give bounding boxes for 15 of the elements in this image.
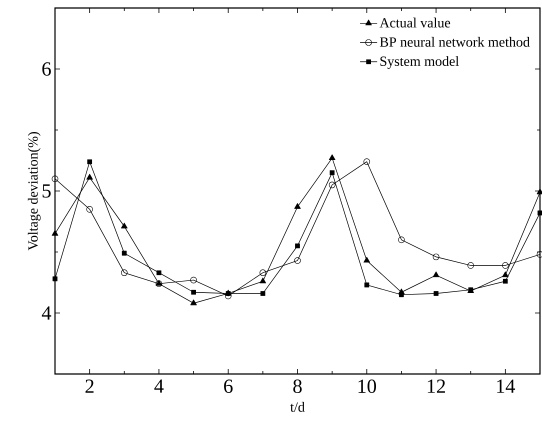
legend-label: BP neural network method — [380, 36, 530, 47]
x-tick-label: 2 — [86, 380, 94, 393]
x-tick-label: 12 — [428, 380, 445, 393]
x-tick-label: 8 — [293, 380, 302, 394]
x-axis-title: t/d — [290, 402, 305, 412]
x-tick-label: 14 — [497, 380, 516, 393]
x-tick-label: 10 — [358, 380, 376, 394]
y-tick-label: 5 — [42, 184, 51, 198]
x-tick-label: 4 — [154, 380, 164, 393]
y-axis-title: Voltage deviation(%) — [28, 132, 41, 250]
legend-label: System model — [380, 56, 459, 69]
legend-label: Actual value — [380, 18, 450, 28]
y-tick-label: 6 — [42, 62, 51, 76]
y-tick-label: 4 — [42, 306, 52, 320]
x-tick-label: 6 — [224, 380, 233, 393]
